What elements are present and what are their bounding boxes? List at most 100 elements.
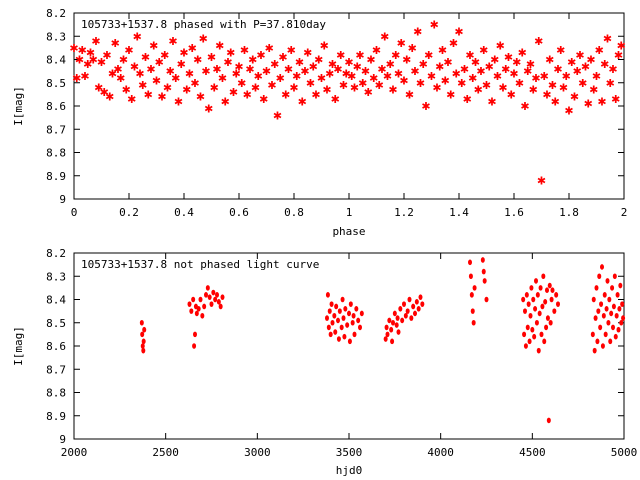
- y-tick-label: 8.7: [46, 363, 66, 376]
- data-point: ✱: [353, 60, 362, 73]
- data-point: ✱: [300, 65, 309, 78]
- data-point: [615, 292, 620, 298]
- y-tick-label: 8.5: [46, 317, 66, 330]
- data-point: [418, 294, 423, 300]
- data-point: [330, 319, 335, 326]
- data-point: ✱: [174, 95, 183, 108]
- y-tick-label: 9: [59, 433, 66, 446]
- data-point: ✱: [342, 67, 351, 80]
- data-point: [194, 310, 199, 317]
- data-point: ✱: [526, 58, 535, 71]
- data-point: ✱: [617, 40, 626, 53]
- data-point: ✱: [408, 42, 417, 55]
- y-tick-label: 8.9: [46, 410, 66, 423]
- data-point: [391, 319, 395, 326]
- data-point: ✱: [113, 63, 122, 76]
- data-point: [530, 326, 535, 333]
- data-point: [187, 301, 192, 307]
- data-point: [552, 308, 557, 314]
- data-point: [390, 338, 395, 345]
- data-point: ✱: [498, 81, 507, 94]
- data-point: ✱: [166, 65, 175, 78]
- data-point: ✱: [105, 91, 114, 104]
- data-point: ✱: [603, 33, 612, 46]
- x-tick-label: 3000: [244, 446, 271, 459]
- data-point: [396, 329, 401, 335]
- data-point: [524, 292, 529, 298]
- data-point: [140, 331, 145, 338]
- data-points: ✱✱✱✱✱✱✱✱✱✱✱✱✱✱✱✱✱✱✱✱✱✱✱✱✱✱✱✱✱✱✱✱✱✱✱✱✱✱✱✱…: [69, 19, 625, 188]
- data-point: ✱: [278, 51, 287, 64]
- data-point: [354, 306, 359, 312]
- data-point: ✱: [221, 95, 230, 108]
- y-axis-label: I[mag]: [12, 326, 25, 366]
- data-point: [347, 310, 351, 317]
- y-tick-label: 9: [59, 193, 66, 206]
- data-point: [193, 331, 197, 338]
- y-axis-label: I[mag]: [12, 86, 25, 126]
- data-point: ✱: [592, 70, 601, 83]
- data-point: [337, 308, 342, 314]
- data-point: ✱: [595, 44, 604, 57]
- x-tick-label: 3500: [336, 446, 363, 459]
- data-point: ✱: [75, 54, 84, 67]
- data-point: ✱: [179, 47, 188, 60]
- data-point: ✱: [413, 26, 422, 39]
- data-point: ✱: [226, 47, 235, 60]
- data-point: [600, 264, 604, 270]
- data-point: ✱: [531, 72, 540, 85]
- data-point: ✱: [124, 44, 133, 57]
- data-point: ✱: [89, 54, 98, 67]
- data-point: [480, 257, 485, 263]
- data-point: ✱: [240, 44, 249, 57]
- data-point: [471, 319, 476, 326]
- data-point: [468, 259, 472, 266]
- data-point: [392, 310, 397, 317]
- data-point: [334, 303, 339, 310]
- data-point: ✱: [562, 70, 571, 83]
- data-point: [328, 331, 333, 338]
- data-point: ✱: [509, 67, 518, 80]
- data-point: [356, 317, 361, 324]
- data-point: ✱: [163, 81, 172, 94]
- data-point: [521, 296, 526, 303]
- data-point: [602, 292, 607, 298]
- data-point: ✱: [146, 63, 155, 76]
- data-point: [402, 301, 406, 307]
- data-point: [541, 273, 546, 280]
- y-tick-label: 8.4: [46, 294, 66, 307]
- x-tick-label: 4000: [427, 446, 454, 459]
- data-point: ✱: [490, 54, 499, 67]
- data-point: ✱: [267, 79, 276, 92]
- x-tick-label: 0: [71, 206, 78, 219]
- data-point: [533, 306, 538, 312]
- data-point: [416, 306, 421, 312]
- data-point: ✱: [482, 79, 491, 92]
- data-point: [607, 296, 612, 303]
- data-point: ✱: [471, 56, 480, 69]
- data-point: ✱: [311, 88, 320, 101]
- data-point: [537, 310, 542, 317]
- data-point: [544, 324, 549, 331]
- data-point: ✱: [141, 51, 150, 64]
- data-point: [595, 338, 600, 345]
- data-point: ✱: [177, 58, 186, 71]
- y-tick-label: 8.6: [46, 340, 66, 353]
- data-point: [525, 324, 530, 331]
- data-point: [403, 312, 408, 319]
- data-point: [211, 289, 216, 296]
- data-point: ✱: [485, 60, 494, 73]
- data-point: [395, 315, 400, 321]
- x-tick-label: 5000: [611, 446, 638, 459]
- data-point: ✱: [350, 81, 359, 94]
- data-point: ✱: [432, 81, 441, 94]
- data-point: [596, 308, 601, 314]
- data-point: [593, 315, 598, 321]
- x-tick-label: 0.4: [174, 206, 194, 219]
- data-point: ✱: [336, 49, 345, 62]
- chart-title: 105733+1537.8 not phased light curve: [81, 258, 319, 271]
- data-point: ✱: [72, 72, 81, 85]
- data-point: ✱: [157, 91, 166, 104]
- data-point: ✱: [303, 47, 312, 60]
- data-point: ✱: [391, 49, 400, 62]
